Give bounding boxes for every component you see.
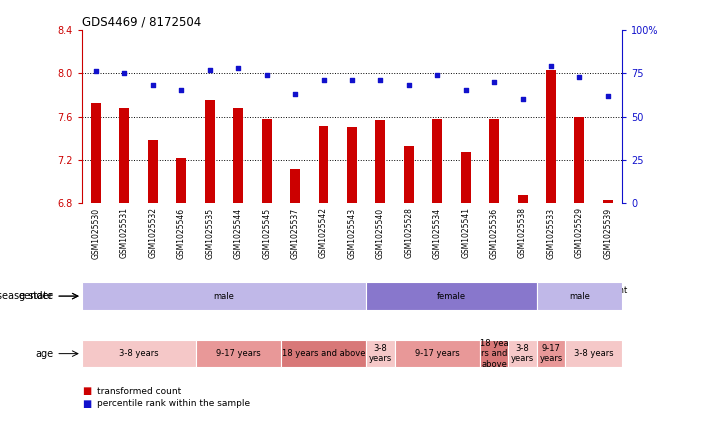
Bar [82, 282, 366, 310]
Text: no metastasis: no metastasis [280, 291, 338, 301]
Text: GSM1025532: GSM1025532 [149, 207, 157, 258]
Text: GSM1025541: GSM1025541 [461, 207, 470, 258]
Text: male: male [213, 291, 235, 301]
Text: ■: ■ [82, 399, 91, 409]
Point [488, 78, 500, 85]
Bar [196, 340, 281, 368]
Bar [205, 100, 215, 203]
Point [375, 77, 386, 83]
Text: GSM1025545: GSM1025545 [262, 207, 271, 258]
Bar [461, 152, 471, 203]
Text: GSM1025540: GSM1025540 [376, 207, 385, 258]
Point [517, 96, 528, 102]
Text: GSM1025531: GSM1025531 [120, 207, 129, 258]
Point [432, 71, 443, 78]
Point [545, 63, 557, 69]
Text: 3-8
years: 3-8 years [369, 344, 392, 363]
Bar [546, 70, 556, 203]
Bar [594, 282, 622, 310]
Point [147, 82, 159, 89]
Text: 18 yea
rs and
above: 18 yea rs and above [480, 339, 508, 368]
Text: ■: ■ [82, 386, 91, 396]
Text: GSM1025536: GSM1025536 [490, 207, 498, 258]
Point [318, 77, 329, 83]
Text: age: age [36, 349, 53, 359]
Bar [319, 126, 328, 203]
Text: recurrent
tumor: recurrent tumor [588, 286, 628, 306]
Bar [432, 119, 442, 203]
Point [602, 92, 614, 99]
Text: gender: gender [18, 291, 53, 301]
Bar [148, 140, 158, 203]
Point [261, 71, 272, 78]
Text: disease state: disease state [0, 291, 53, 301]
Text: GSM1025539: GSM1025539 [604, 207, 612, 258]
Point [119, 70, 130, 77]
Text: GSM1025542: GSM1025542 [319, 207, 328, 258]
Point [90, 68, 102, 75]
Text: male: male [569, 291, 590, 301]
Bar [603, 200, 613, 203]
Text: 3-8 years: 3-8 years [119, 349, 159, 358]
Text: 18 years and above: 18 years and above [282, 349, 365, 358]
Text: 3-8
years: 3-8 years [511, 344, 534, 363]
Bar [395, 340, 480, 368]
Bar [508, 340, 537, 368]
Bar [366, 282, 537, 310]
Text: GSM1025544: GSM1025544 [234, 207, 242, 258]
Bar [82, 340, 196, 368]
Text: 9-17 years: 9-17 years [216, 349, 260, 358]
Text: GSM1025528: GSM1025528 [405, 207, 413, 258]
Bar [82, 282, 537, 310]
Bar [480, 340, 508, 368]
Text: 9-17
years: 9-17 years [540, 344, 562, 363]
Bar [537, 282, 594, 310]
Bar [262, 119, 272, 203]
Text: transformed count: transformed count [97, 387, 181, 396]
Point [232, 64, 244, 71]
Text: metastasis at
diagnosis: metastasis at diagnosis [537, 286, 594, 306]
Text: GSM1025538: GSM1025538 [518, 207, 527, 258]
Text: GSM1025546: GSM1025546 [177, 207, 186, 258]
Text: GSM1025537: GSM1025537 [291, 207, 299, 258]
Point [460, 87, 471, 94]
Bar [176, 158, 186, 203]
Point [346, 77, 358, 83]
Text: percentile rank within the sample: percentile rank within the sample [97, 399, 250, 409]
Bar [290, 169, 300, 203]
Text: GSM1025535: GSM1025535 [205, 207, 214, 258]
Point [289, 91, 301, 97]
Bar [375, 120, 385, 203]
Point [176, 87, 187, 94]
Point [574, 73, 585, 80]
Point [403, 82, 415, 89]
Text: GSM1025533: GSM1025533 [547, 207, 555, 258]
Point [204, 66, 215, 73]
Text: GSM1025543: GSM1025543 [348, 207, 356, 258]
Text: 3-8 years: 3-8 years [574, 349, 614, 358]
Bar [281, 340, 366, 368]
Bar [574, 117, 584, 203]
Bar [233, 108, 243, 203]
Text: GSM1025534: GSM1025534 [433, 207, 442, 258]
Bar [119, 108, 129, 203]
Text: GSM1025530: GSM1025530 [92, 207, 100, 258]
Bar [537, 282, 622, 310]
Bar [91, 104, 101, 203]
Bar [404, 146, 414, 203]
Text: GDS4469 / 8172504: GDS4469 / 8172504 [82, 16, 201, 28]
Bar [489, 119, 499, 203]
Text: female: female [437, 291, 466, 301]
Bar [537, 340, 565, 368]
Bar [518, 195, 528, 203]
Bar [366, 340, 395, 368]
Text: 9-17 years: 9-17 years [415, 349, 459, 358]
Bar [347, 127, 357, 203]
Text: GSM1025529: GSM1025529 [575, 207, 584, 258]
Bar [565, 340, 622, 368]
